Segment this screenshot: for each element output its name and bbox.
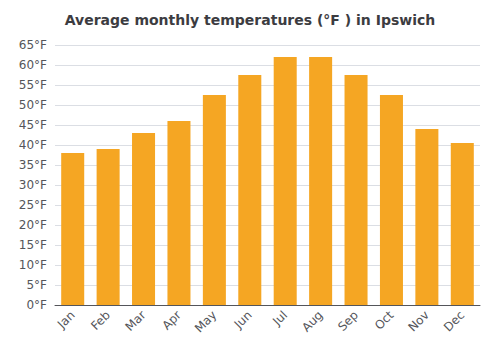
svg-text:0°F: 0°F — [26, 298, 47, 312]
svg-text:Average monthly temperatures (: Average monthly temperatures (°F ) in Ip… — [65, 12, 436, 28]
svg-text:15°F: 15°F — [19, 238, 47, 252]
svg-text:40°F: 40°F — [19, 138, 47, 152]
svg-text:Dec: Dec — [441, 308, 467, 334]
svg-text:Jan: Jan — [54, 308, 78, 332]
svg-text:65°F: 65°F — [19, 38, 47, 52]
svg-text:Aug: Aug — [299, 308, 325, 334]
svg-text:5°F: 5°F — [26, 278, 47, 292]
svg-text:25°F: 25°F — [19, 198, 47, 212]
svg-text:Sep: Sep — [335, 308, 361, 334]
svg-text:Jul: Jul — [269, 308, 290, 329]
svg-text:10°F: 10°F — [19, 258, 47, 272]
svg-text:Apr: Apr — [159, 308, 184, 333]
svg-text:35°F: 35°F — [19, 158, 47, 172]
svg-text:20°F: 20°F — [19, 218, 47, 232]
svg-text:Nov: Nov — [405, 308, 431, 334]
svg-text:45°F: 45°F — [19, 118, 47, 132]
svg-text:Oct: Oct — [372, 308, 397, 333]
svg-text:Jun: Jun — [231, 308, 255, 332]
svg-text:50°F: 50°F — [19, 98, 47, 112]
svg-text:Mar: Mar — [123, 308, 149, 334]
svg-text:60°F: 60°F — [19, 58, 47, 72]
svg-text:May: May — [192, 308, 219, 335]
svg-text:55°F: 55°F — [19, 78, 47, 92]
svg-text:Feb: Feb — [88, 308, 113, 333]
svg-text:30°F: 30°F — [19, 178, 47, 192]
